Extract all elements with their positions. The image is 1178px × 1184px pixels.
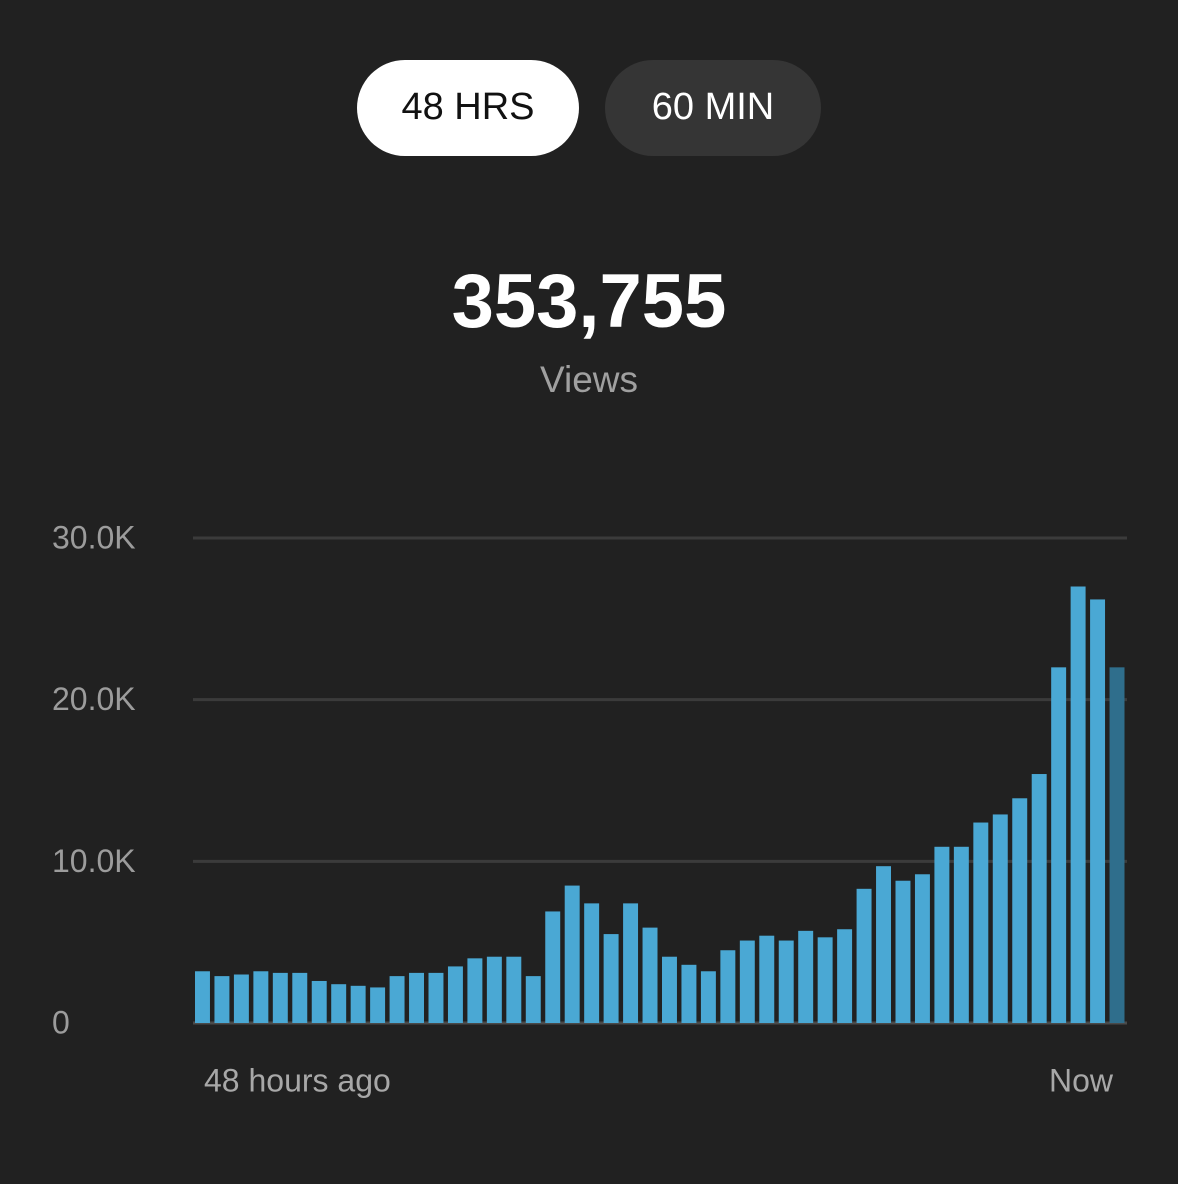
y-tick-label: 20.0K: [52, 681, 136, 717]
bar: [350, 985, 366, 1023]
bar: [389, 976, 405, 1023]
bar: [214, 976, 230, 1023]
x-range-label: 48 hours ago: [204, 1062, 391, 1098]
bar: [778, 940, 794, 1023]
bar: [914, 874, 930, 1023]
tab-button[interactable]: [605, 60, 821, 156]
y-tick-label: 10.0K: [52, 843, 136, 879]
bar: [253, 971, 269, 1023]
x-range-label: Now: [1049, 1062, 1114, 1098]
bar: [992, 814, 1008, 1023]
tab-bar: 48 HRS 60 MIN: [357, 60, 821, 156]
bar: [525, 976, 541, 1023]
bar: [564, 885, 580, 1023]
tab-label[interactable]: 48 HRS: [401, 86, 534, 128]
bar: [428, 972, 444, 1023]
bar: [467, 958, 483, 1023]
bar: [233, 974, 249, 1023]
bar: [681, 964, 697, 1023]
bar: [759, 935, 775, 1023]
bar: [331, 984, 347, 1023]
bar: [623, 903, 639, 1023]
bar: [798, 930, 814, 1023]
bar: [642, 927, 658, 1023]
bar: [1070, 586, 1086, 1023]
chart: 0 10.0K 20.0K 30.0K 48 hours ago Now: [52, 519, 1127, 1098]
bar: [876, 866, 891, 1023]
bar: [292, 972, 308, 1023]
bar: [817, 937, 833, 1023]
total-label: Views: [540, 359, 638, 400]
bar: [1090, 599, 1106, 1023]
bar: [545, 911, 561, 1023]
bar: [739, 940, 755, 1023]
bar: [1109, 667, 1125, 1023]
bar: [195, 971, 210, 1023]
tab-button[interactable]: [357, 60, 579, 156]
y-tick-label: 0: [52, 1004, 70, 1040]
bar: [409, 972, 424, 1023]
bar: [837, 929, 853, 1023]
y-tick-label: 30.0K: [52, 519, 136, 555]
bar: [1031, 774, 1047, 1023]
bar: [506, 956, 522, 1023]
tab-label[interactable]: 60 MIN: [652, 86, 774, 128]
bar: [662, 956, 677, 1023]
bar: [370, 987, 386, 1023]
bar: [584, 903, 600, 1023]
bar: [603, 934, 619, 1023]
bar: [856, 888, 872, 1023]
bar: [720, 950, 736, 1023]
bar: [311, 980, 327, 1023]
bar: [1051, 667, 1067, 1023]
bar: [447, 966, 463, 1023]
bar: [895, 880, 911, 1023]
bar: [272, 972, 288, 1023]
bar: [934, 846, 950, 1023]
bar: [973, 822, 989, 1023]
bar: [700, 971, 716, 1023]
bar: [953, 846, 969, 1023]
bar: [486, 956, 502, 1023]
total-views: 353,755: [452, 259, 727, 344]
bar: [1012, 798, 1028, 1023]
